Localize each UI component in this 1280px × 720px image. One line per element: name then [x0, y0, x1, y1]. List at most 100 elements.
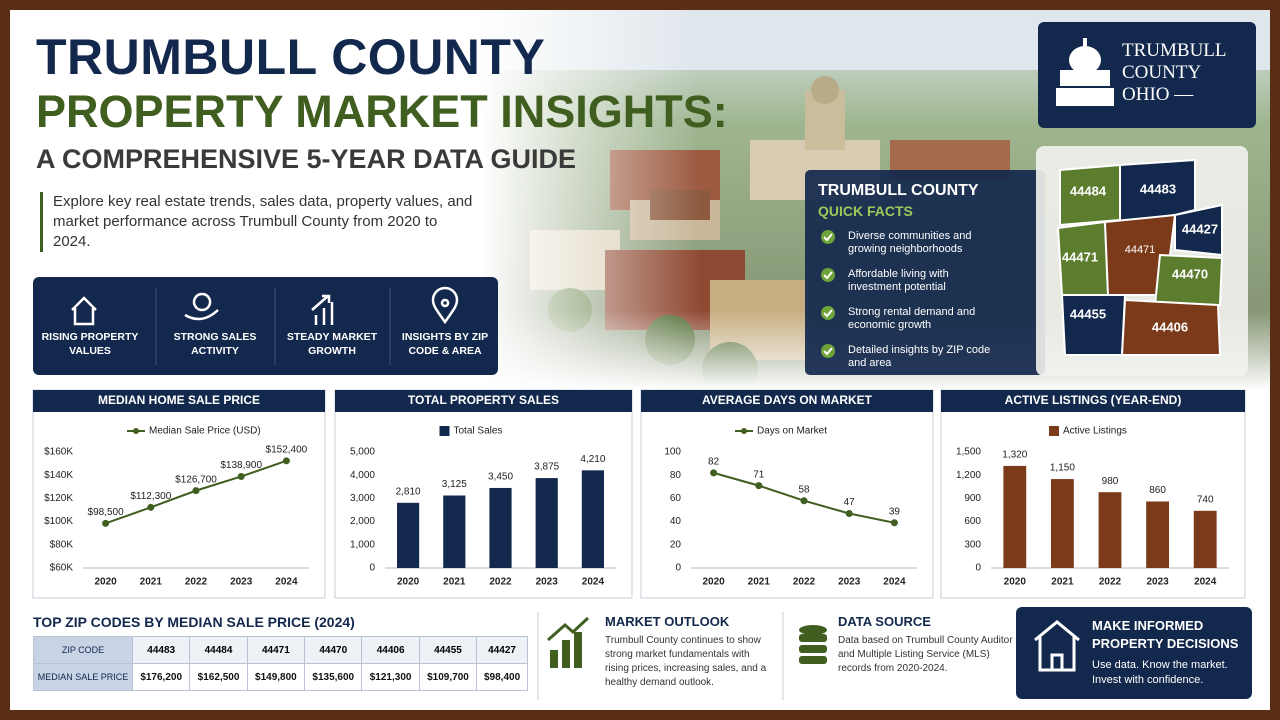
legend-marker [439, 426, 450, 436]
title-line-1: TRUMBULL COUNTY [36, 29, 546, 85]
table-cell: 44470 [304, 636, 363, 664]
y-tick-label: 40 [670, 516, 682, 527]
chart-title-bar [941, 390, 1245, 412]
data-label: 58 [798, 484, 810, 495]
table-cell: 44471 [246, 636, 306, 664]
chart-title-bar [641, 390, 933, 412]
table-cell: 44455 [418, 636, 478, 664]
x-tick-label: 2020 [702, 577, 725, 588]
data-point [237, 472, 245, 480]
table-cell: $149,800 [246, 663, 306, 691]
map-zip-label: 44427 [1182, 221, 1218, 236]
x-tick-label: 2024 [1194, 577, 1217, 588]
quick-fact-item: Diverse communities and growing neighbor… [848, 230, 972, 255]
check-mark [823, 233, 833, 242]
x-tick-label: 2020 [94, 577, 117, 588]
y-tick-label: $100K [44, 516, 73, 527]
map-zip-label: 44484 [1070, 183, 1107, 198]
table-cell: $162,500 [189, 663, 248, 691]
table-cell: 44484 [189, 636, 248, 664]
zip-table-title: TOP ZIP CODES BY MEDIAN SALE PRICE (2024… [33, 614, 355, 630]
map-zip-label: 44471 [1125, 244, 1156, 256]
x-tick-label: 2024 [883, 577, 906, 588]
y-tick-label: 100 [664, 447, 681, 458]
data-label: 740 [1197, 494, 1214, 505]
table-cell: 44483 [131, 636, 191, 664]
logo-line: OHIO — [1122, 84, 1194, 105]
x-tick-label: 2022 [185, 577, 208, 588]
logo-icon [1056, 38, 1114, 106]
map-zip-label: 44483 [1140, 181, 1176, 196]
feature-label: STEADY MARKET GROWTH [286, 331, 378, 357]
data-label: 3,125 [442, 479, 467, 490]
quick-fact-item: Strong rental demand and economic growth [848, 306, 976, 331]
x-tick-label: 2024 [582, 577, 605, 588]
chart-title-bar [335, 390, 632, 412]
table-cell: $176,200 [131, 663, 191, 691]
x-tick-label: 2021 [443, 577, 466, 588]
legend-marker [741, 428, 747, 434]
cta-text: Use data. Know the market. Invest with c… [1092, 659, 1228, 686]
data-label: 3,875 [534, 462, 559, 473]
y-tick-label: 2,000 [350, 516, 375, 527]
map-region [1153, 253, 1224, 306]
check-icon [821, 268, 835, 282]
data-point [890, 519, 898, 527]
y-tick-label: 1,200 [956, 470, 981, 481]
chart-title: MEDIAN HOME SALE PRICE [98, 393, 260, 407]
y-tick-label: $140K [44, 470, 73, 481]
feature-dividers [155, 288, 391, 365]
check-mark [823, 309, 833, 318]
feature-label: STRONG SALES ACTIVITY [173, 331, 257, 357]
map-zip-label: 44455 [1070, 306, 1106, 321]
data-label: 2,810 [396, 486, 421, 497]
table-cell: $135,600 [304, 663, 363, 691]
y-tick-label: 900 [964, 493, 981, 504]
y-tick-label: 1,000 [350, 539, 375, 550]
y-tick-label: 0 [675, 563, 681, 574]
y-tick-label: $160K [44, 447, 73, 458]
map-zip-label: 44470 [1172, 266, 1208, 281]
y-tick-label: 4,000 [350, 470, 375, 481]
chart-title-bar [33, 390, 325, 412]
x-tick-label: 2022 [793, 577, 816, 588]
bar [397, 502, 420, 568]
outlook-text: Trumbull County continues to show strong… [605, 635, 767, 688]
map-region [1120, 298, 1222, 356]
table-row: ZIP CODE 44483 44484 44471 44470 44406 44455 44… [33, 636, 528, 664]
chart-title: AVERAGE DAYS ON MARKET [702, 393, 873, 407]
data-label: 1,320 [1002, 450, 1027, 461]
data-point [755, 482, 763, 490]
y-tick-label: 5,000 [350, 447, 375, 458]
data-label: $138,900 [220, 460, 262, 471]
quick-facts-subtitle: QUICK FACTS [818, 203, 913, 219]
data-label: 1,150 [1050, 463, 1075, 474]
table-row: MEDIAN SALE PRICE $176,200 $162,500 $149,80… [33, 663, 528, 691]
check-mark [823, 347, 833, 356]
data-label: 860 [1149, 485, 1166, 496]
data-point [800, 497, 808, 505]
y-tick-label: 600 [964, 516, 981, 527]
x-tick-label: 2023 [838, 577, 861, 588]
data-label: 3,450 [488, 472, 513, 483]
table-cell: 44427 [476, 636, 528, 664]
data-point [282, 457, 290, 465]
map-zip-label: 44406 [1152, 319, 1188, 334]
data-label: 47 [844, 497, 856, 508]
table-cell: $98,400 [476, 663, 528, 691]
bar [443, 495, 466, 568]
x-tick-label: 2024 [275, 577, 298, 588]
legend-marker [133, 428, 139, 434]
quick-fact-item: Affordable living with investment potent… [848, 268, 949, 293]
x-tick-label: 2020 [1004, 577, 1027, 588]
data-point [845, 509, 853, 517]
data-point [710, 469, 718, 477]
y-tick-label: 20 [670, 539, 682, 550]
bar [1193, 510, 1217, 568]
x-tick-label: 2020 [397, 577, 420, 588]
chart-title: TOTAL PROPERTY SALES [408, 393, 559, 407]
x-tick-label: 2023 [1146, 577, 1169, 588]
data-source-title: DATA SOURCE [838, 614, 931, 629]
table-cell: 44406 [361, 636, 420, 664]
